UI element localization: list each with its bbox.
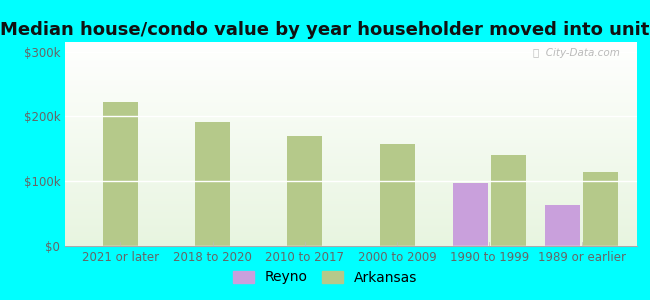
Bar xyxy=(453,183,488,246)
Text: ⓘ  City-Data.com: ⓘ City-Data.com xyxy=(533,48,620,58)
Bar xyxy=(491,155,526,246)
Text: Median house/condo value by year householder moved into unit: Median house/condo value by year househo… xyxy=(0,21,650,39)
Legend: Reyno, Arkansas: Reyno, Arkansas xyxy=(227,265,422,290)
Bar xyxy=(583,172,618,246)
Bar xyxy=(380,144,415,246)
Bar xyxy=(545,205,580,246)
Bar xyxy=(287,136,322,246)
Bar xyxy=(195,122,230,246)
Bar xyxy=(103,102,138,246)
